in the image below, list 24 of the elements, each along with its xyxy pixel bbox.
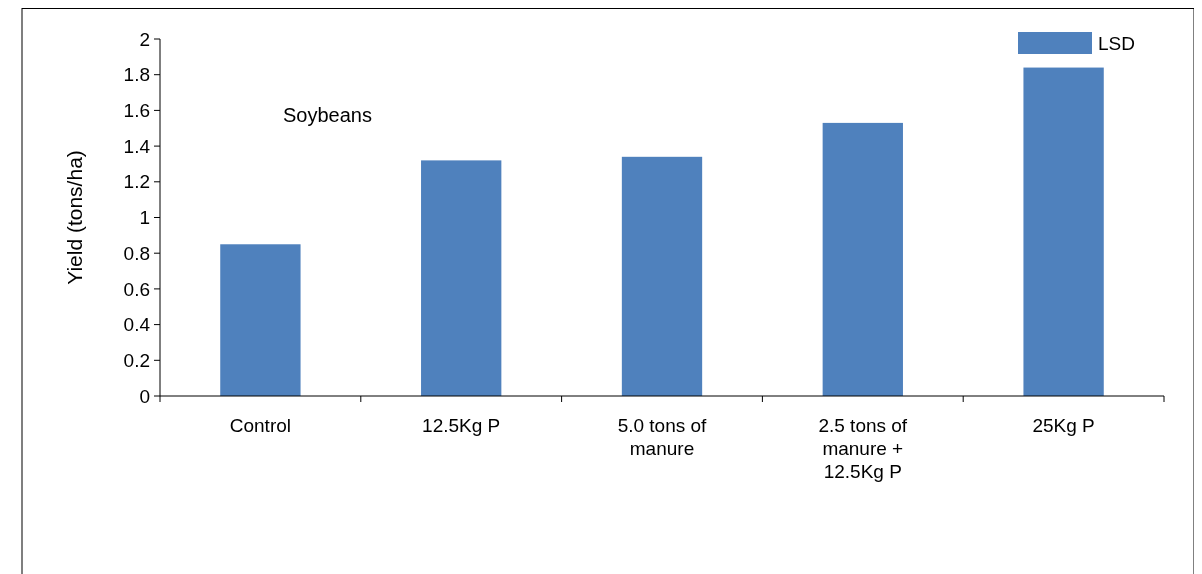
bar: [822, 122, 903, 396]
legend-label: LSD: [1098, 32, 1135, 54]
y-axis-title: Yield (tons/ha): [63, 150, 86, 285]
y-tick-label: 1.6: [123, 100, 150, 122]
annotation: Soybeans: [283, 104, 372, 126]
bar: [421, 160, 502, 396]
y-tick-label: 0: [139, 385, 150, 407]
y-tick-label: 0.8: [123, 242, 150, 264]
y-tick-label: 1.8: [123, 64, 150, 86]
x-tick-label: 2.5 tons of manure + 12.5Kg P: [818, 415, 908, 482]
x-tick-label: Control: [229, 415, 292, 436]
bar: [220, 244, 301, 396]
bar: [1023, 67, 1104, 396]
y-tick-label: 0.4: [123, 314, 151, 336]
x-tick-label: 25Kg P: [1032, 415, 1095, 436]
y-tick-label: 1: [139, 207, 150, 229]
x-tick-label: 12.5Kg P: [422, 415, 501, 436]
y-tick-label: 1.2: [123, 171, 150, 193]
x-tick-label: 5.0 tons of manure: [617, 415, 708, 459]
y-tick-label: 2: [139, 28, 150, 50]
y-tick-label: 0.2: [123, 349, 150, 371]
bar: [621, 156, 703, 396]
y-tick-label: 0.6: [123, 278, 150, 300]
y-tick-label: 1.4: [123, 135, 151, 157]
